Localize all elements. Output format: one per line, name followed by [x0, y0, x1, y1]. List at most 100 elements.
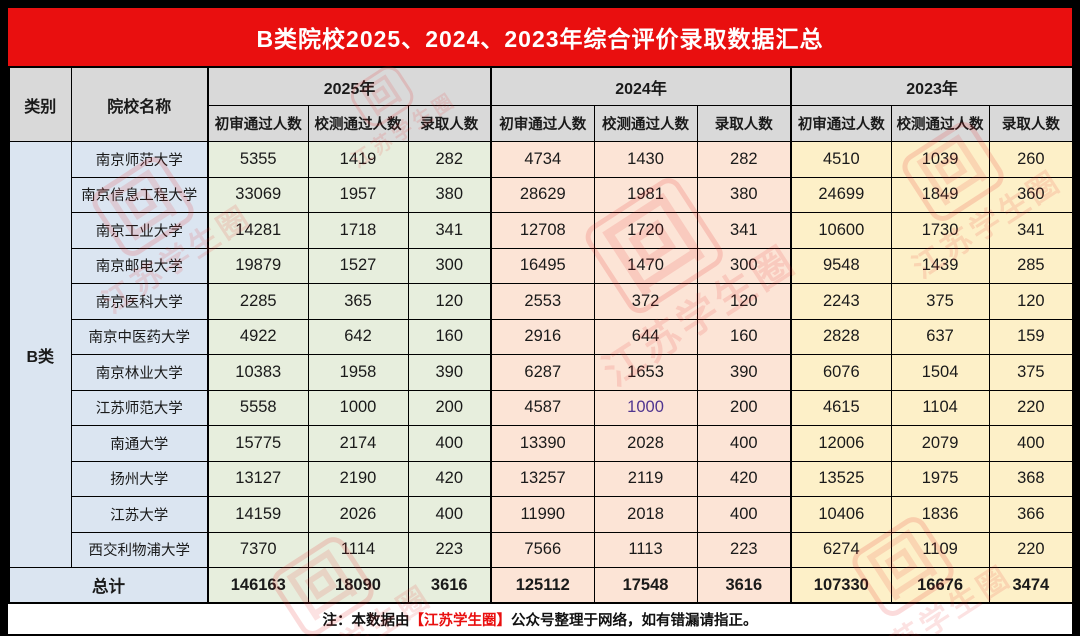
subheader-2025-initial: 初审通过人数: [207, 105, 309, 142]
school-name-cell: 扬州大学: [70, 460, 209, 497]
data-cell: 4615: [790, 389, 892, 426]
data-cell: 1718: [307, 212, 409, 249]
school-name-cell: 南京工业大学: [70, 212, 209, 249]
data-cell: 2018: [593, 496, 698, 533]
data-cell: 390: [407, 354, 492, 391]
data-cell: 1849: [890, 176, 990, 213]
school-name-cell: 南京林业大学: [70, 354, 209, 391]
table-row: 扬州大学 13127 2190 420 13257 2119 420 13525 1975 368: [9, 460, 1074, 497]
data-cell: 1957: [307, 176, 409, 213]
data-cell: 420: [407, 460, 492, 497]
data-cell: 14159: [207, 496, 309, 533]
data-cell: 360: [988, 176, 1074, 213]
data-cell: 1527: [307, 247, 409, 284]
data-cell: 33069: [207, 176, 309, 213]
school-name-cell: 南京信息工程大学: [70, 176, 209, 213]
data-cell: 28629: [490, 176, 595, 213]
total-cell: 146163: [207, 567, 309, 604]
data-cell: 1470: [593, 247, 698, 284]
header-year-2025: 2025年: [206, 66, 492, 106]
data-cell: 368: [988, 460, 1074, 497]
title-banner: B类院校2025、2024、2023年综合评价录取数据汇总: [8, 8, 1072, 66]
data-cell: 420: [696, 460, 792, 497]
table-header: 类别 院校名称 2025年 2024年 2023年 初审通过人数 校测通过人数 …: [8, 66, 1074, 142]
data-cell: 16495: [490, 247, 595, 284]
data-cell: 400: [407, 425, 492, 462]
data-cell: 282: [696, 141, 792, 178]
total-cell: 18090: [307, 567, 409, 604]
data-cell: 2174: [307, 425, 409, 462]
data-cell: 6274: [790, 531, 892, 568]
header-year-2023: 2023年: [790, 66, 1074, 106]
data-cell: 637: [890, 318, 990, 355]
data-cell: 13127: [207, 460, 309, 497]
data-cell: 13390: [490, 425, 595, 462]
data-cell: 10600: [790, 212, 892, 249]
data-cell: 380: [696, 176, 792, 213]
data-cell: 1109: [890, 531, 990, 568]
table-row: 南京邮电大学 19879 1527 300 16495 1470 300 9548 1439 28…: [9, 247, 1074, 284]
data-cell: 6076: [790, 354, 892, 391]
data-cell: 644: [593, 318, 698, 355]
data-cell: 2026: [307, 496, 409, 533]
data-cell: 372: [593, 283, 698, 320]
data-cell: 13525: [790, 460, 892, 497]
total-cell: 3616: [407, 567, 492, 604]
data-cell: 120: [988, 283, 1074, 320]
data-cell: 400: [696, 425, 792, 462]
data-cell: 220: [988, 389, 1074, 426]
data-cell: 1836: [890, 496, 990, 533]
admission-table: 类别 院校名称 2025年 2024年 2023年 初审通过人数 校测通过人数 …: [8, 66, 1075, 604]
data-cell: 390: [696, 354, 792, 391]
data-cell: 380: [407, 176, 492, 213]
data-cell: 1419: [307, 141, 409, 178]
data-cell: 9548: [790, 247, 892, 284]
data-cell: 1653: [593, 354, 698, 391]
footer-note-brand: 【江苏学生圈】: [409, 612, 512, 629]
data-cell: 4587: [490, 389, 595, 426]
table-row: 江苏大学 14159 2026 400 11990 2018 400 10406 1836 366: [9, 496, 1074, 533]
data-cell: 1504: [890, 354, 990, 391]
data-cell: 366: [988, 496, 1074, 533]
data-cell: 2243: [790, 283, 892, 320]
table-row: 南京信息工程大学 33069 1957 380 28629 1981 380 24699 184…: [9, 176, 1074, 213]
data-cell: 120: [407, 283, 492, 320]
data-cell: 2828: [790, 318, 892, 355]
data-cell: 341: [696, 212, 792, 249]
table-row: 南京医科大学 2285 365 120 2553 372 120 2243 375 120: [9, 283, 1074, 320]
data-cell: 160: [407, 318, 492, 355]
data-cell: 2079: [890, 425, 990, 462]
data-cell: 200: [407, 389, 492, 426]
total-cell: 17548: [593, 567, 698, 604]
data-cell: 6287: [490, 354, 595, 391]
table-body: B类 南京师范大学 5355 1419 282 4734 1430 282 4510 1039 26…: [8, 141, 1074, 568]
subheader-2023-initial: 初审通过人数: [790, 105, 892, 142]
data-cell: 5558: [207, 389, 309, 426]
footer-note-suffix: 公众号整理于网络，如有错漏请指正。: [511, 612, 758, 629]
data-cell: 4510: [790, 141, 892, 178]
table-row: 南京工业大学 14281 1718 341 12708 1720 341 10600 1730 3…: [9, 212, 1074, 249]
total-cell: 125112: [490, 567, 595, 604]
data-cell: 1958: [307, 354, 409, 391]
data-cell: 24699: [790, 176, 892, 213]
header-school-name: 院校名称: [70, 66, 209, 142]
header-year-2024: 2024年: [490, 66, 792, 106]
data-cell: 1000: [593, 389, 698, 426]
data-cell: 1113: [593, 531, 698, 568]
school-name-cell: 江苏大学: [70, 496, 209, 533]
subheader-2025-test: 校测通过人数: [307, 105, 409, 142]
data-cell: 1104: [890, 389, 990, 426]
data-cell: 1000: [307, 389, 409, 426]
data-cell: 375: [988, 354, 1074, 391]
category-cell: B类: [8, 141, 72, 568]
data-cell: 13257: [490, 460, 595, 497]
table-row: 南京林业大学 10383 1958 390 6287 1653 390 6076 1504 375: [9, 354, 1074, 391]
total-cell: 3616: [696, 567, 792, 604]
data-cell: 365: [307, 283, 409, 320]
data-cell: 400: [407, 496, 492, 533]
data-cell: 1439: [890, 247, 990, 284]
data-cell: 2916: [490, 318, 595, 355]
data-cell: 7370: [207, 531, 309, 568]
table-row: B类 南京师范大学 5355 1419 282 4734 1430 282 4510 1039 26…: [8, 141, 1074, 568]
